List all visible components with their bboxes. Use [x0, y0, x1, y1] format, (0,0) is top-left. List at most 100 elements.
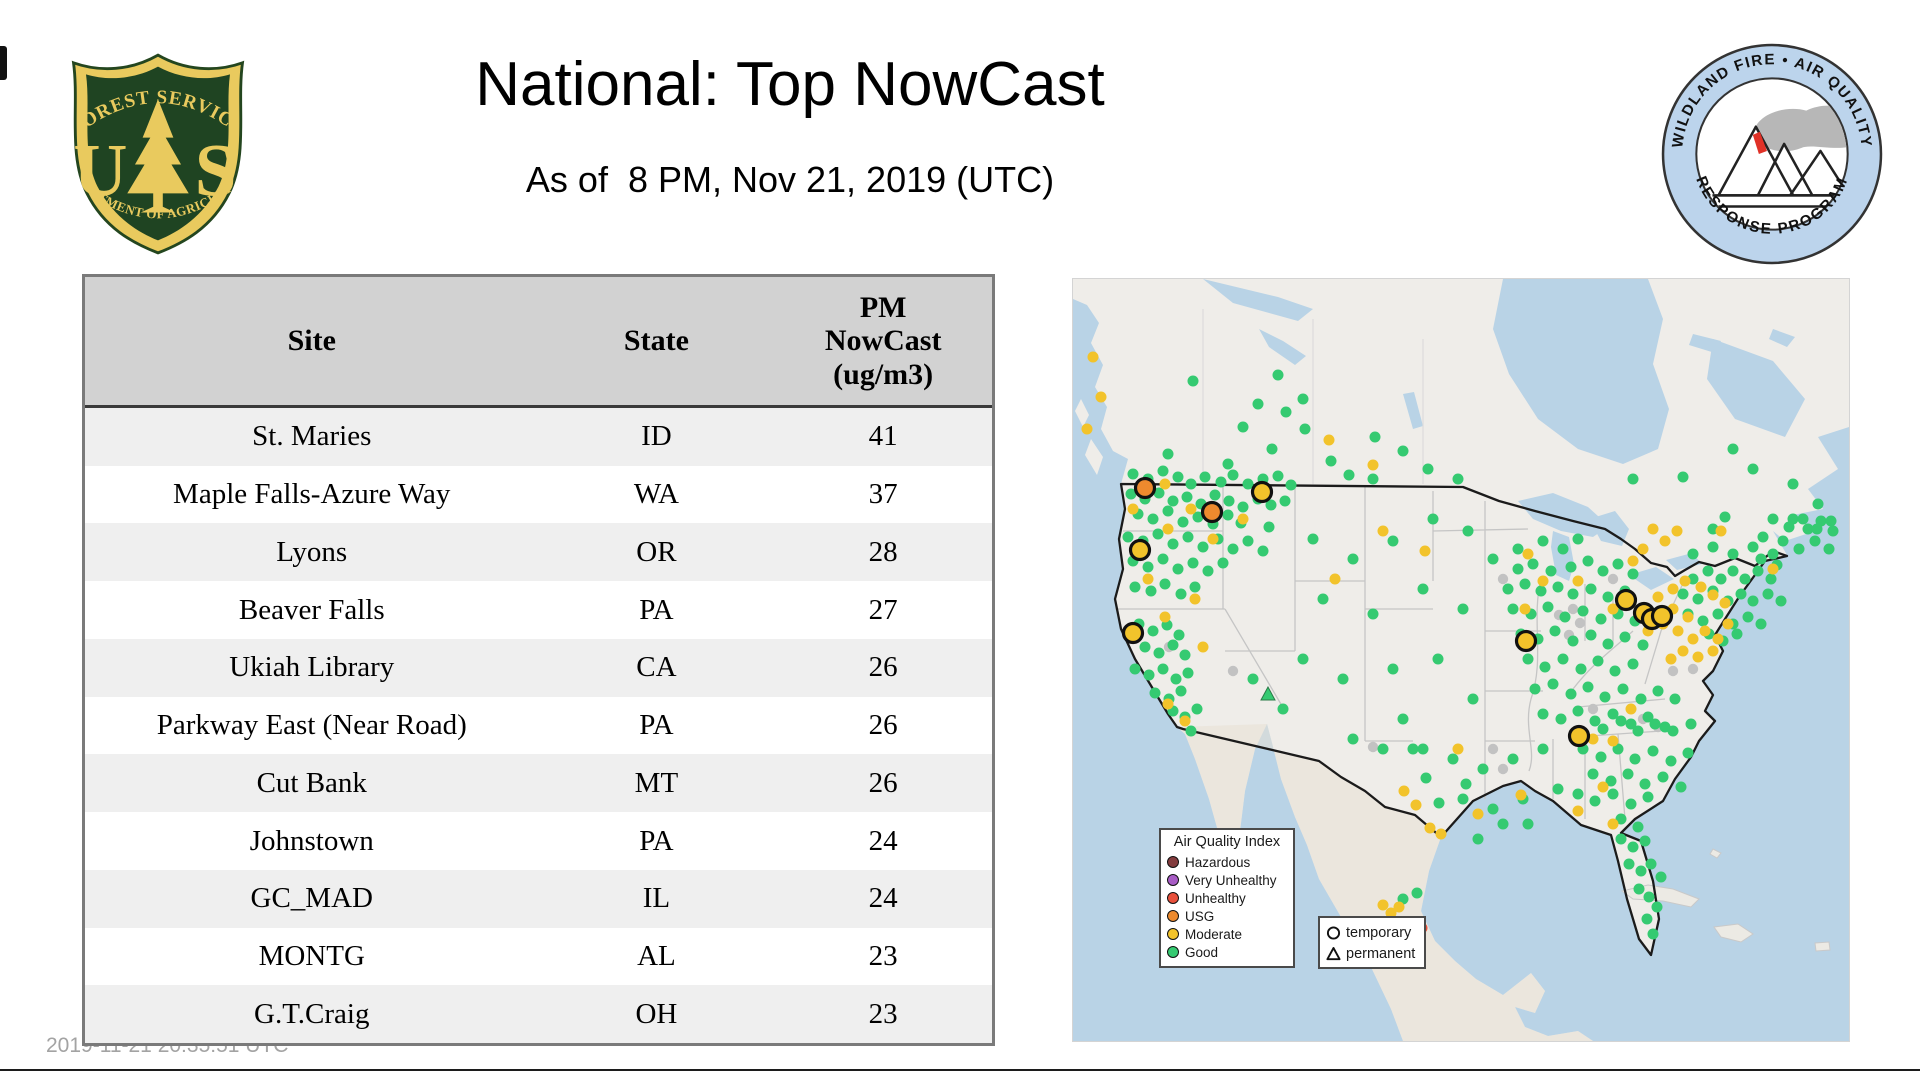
aqi-swatch-icon: [1167, 910, 1179, 922]
site-dot-good: [1157, 663, 1169, 675]
pine-tree-icon: [127, 99, 189, 213]
permanent-triangle-icon: [1326, 947, 1341, 961]
site-dot-good: [1649, 718, 1661, 730]
site-dot-inactive: [1497, 573, 1509, 585]
site-dot-good: [1177, 516, 1189, 528]
site-dot-good: [1272, 470, 1284, 482]
site-dot-good: [1487, 553, 1499, 565]
table-row: G.T.Craig OH 23: [85, 985, 992, 1044]
site-dot-good: [1299, 423, 1311, 435]
site-dot-good: [1557, 653, 1569, 665]
site-dot-good: [1279, 495, 1291, 507]
state-cell: CA: [636, 651, 677, 684]
site-dot-good: [1567, 635, 1579, 647]
site-dot-inactive: [1487, 743, 1499, 755]
site-dot-good: [1189, 581, 1201, 593]
site-dot-good: [1217, 557, 1229, 569]
site-dot-moderate: [1672, 625, 1684, 637]
site-dot-good: [1202, 565, 1214, 577]
site-dot-good: [1185, 725, 1197, 737]
site-dot-good: [1215, 476, 1227, 488]
site-dot-moderate: [1625, 703, 1637, 715]
site-dot-good: [1802, 523, 1814, 535]
caribbean-islands: [1620, 848, 1831, 952]
site-dot-good: [1175, 685, 1187, 697]
site-dot-good: [1727, 443, 1739, 455]
site-dot-good: [1615, 715, 1627, 727]
site-dot-good: [1627, 658, 1639, 670]
site-dot-good: [1227, 543, 1239, 555]
site-dot-good: [1199, 471, 1211, 483]
site-dot-moderate: [1715, 525, 1727, 537]
aqi-legend-item: Very Unhealthy: [1167, 871, 1287, 889]
site-dot-moderate: [1607, 818, 1619, 830]
aqi-swatch-label: Hazardous: [1185, 854, 1251, 870]
top-nowcast-table: Site State PM NowCast (ug/m3) St. Maries…: [82, 274, 995, 1046]
site-dot-moderate: [1607, 735, 1619, 747]
site-dot-good: [1185, 478, 1197, 490]
site-dot-good: [1467, 693, 1479, 705]
site-dot-good: [1149, 687, 1161, 699]
aqi-swatch-label: Very Unhealthy: [1185, 872, 1277, 888]
site-dot-moderate: [1367, 459, 1379, 471]
fs-logo-letter-s: S: [195, 129, 237, 212]
site-dot-good: [1565, 688, 1577, 700]
pm-cell: 27: [868, 593, 898, 626]
site-dot-good: [1677, 588, 1689, 600]
site-dot-moderate: [1537, 575, 1549, 587]
site-dot-good: [1675, 781, 1687, 793]
site-dot-good: [1589, 715, 1601, 727]
site-dot-good: [1812, 498, 1824, 510]
site-dot-moderate: [1572, 575, 1584, 587]
top-site-marker-moderate: [1128, 538, 1152, 562]
pm-header-line1: PM: [859, 290, 907, 324]
site-dot-good: [1457, 603, 1469, 615]
site-dot-moderate: [1398, 785, 1410, 797]
site-dot-good: [1797, 513, 1809, 525]
site-dot-good: [1643, 891, 1655, 903]
site-dot-moderate: [1572, 805, 1584, 817]
site-dot-good: [1472, 833, 1484, 845]
site-dot-good: [1175, 588, 1187, 600]
site-dot-good: [1557, 543, 1569, 555]
pm-cell: 41: [868, 420, 898, 453]
great-lakes: [1518, 493, 1702, 590]
state-cell: PA: [639, 824, 674, 857]
site-dot-good: [1669, 693, 1681, 705]
site-dot-good: [1825, 515, 1837, 527]
site-dot-good: [1222, 458, 1234, 470]
site-dot-good: [1265, 499, 1277, 511]
top-site-marker-usg: [1133, 476, 1157, 500]
site-dot-good: [1129, 581, 1141, 593]
site-dot-good: [1159, 578, 1171, 590]
site-cell: Parkway East (Near Road): [156, 709, 467, 742]
site-dot-good: [1325, 455, 1337, 467]
site-dot-moderate: [1377, 899, 1389, 911]
site-dot-good: [1735, 588, 1747, 600]
site-dot-good: [1297, 393, 1309, 405]
site-dot-good: [1387, 535, 1399, 547]
site-dot-good: [1452, 473, 1464, 485]
site-dot-moderate: [1687, 633, 1699, 645]
site-dot-moderate: [1522, 548, 1534, 560]
site-dot-good: [1127, 468, 1139, 480]
site-dot-good: [1633, 883, 1645, 895]
site-dot-good: [1605, 775, 1617, 787]
site-dot-good: [1179, 649, 1191, 661]
site-dot-inactive: [1574, 617, 1586, 629]
site-dot-moderate: [1377, 525, 1389, 537]
site-cell: St. Maries: [252, 420, 372, 453]
permanent-label: permanent: [1346, 945, 1416, 962]
site-dot-moderate: [1410, 799, 1422, 811]
site-dot-good: [1552, 581, 1564, 593]
site-dot-good: [1665, 755, 1677, 767]
site-dot-good: [1167, 538, 1179, 550]
state-cell: IL: [642, 882, 671, 915]
table-row: Cut Bank MT 26: [85, 754, 992, 813]
site-dot-moderate: [1179, 715, 1191, 727]
site-cell: Maple Falls-Azure Way: [173, 478, 451, 511]
slide-edge-artifact: [0, 46, 7, 80]
site-dot-good: [1422, 463, 1434, 475]
site-dot-good: [1529, 683, 1541, 695]
site-dot-good: [1347, 553, 1359, 565]
